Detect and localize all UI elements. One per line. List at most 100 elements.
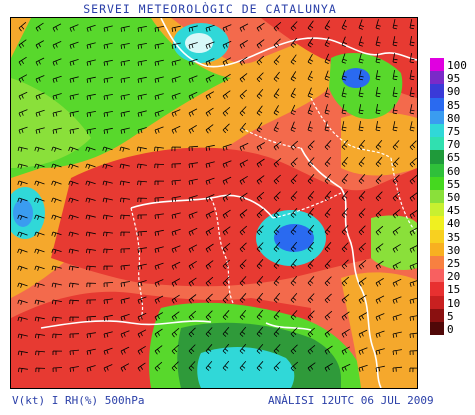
wind-barb [256,175,265,185]
colorbar-label: 40 [447,217,461,231]
wind-barb [103,298,113,305]
wind-barb [409,53,415,64]
humidity-peak-northeast [342,68,370,88]
wind-barb [154,229,164,236]
wind-barb [273,292,281,303]
wind-barb [86,282,97,288]
wind-barb [324,156,332,167]
page-title: SERVEI METEOROLÒGIC DE CATALUNYA [83,2,337,16]
wind-barb [120,313,130,321]
wind-barb [307,70,314,82]
wind-barb [239,209,248,219]
wind-barb [137,127,147,134]
wind-barb [137,345,146,355]
wind-barb [17,350,28,356]
wind-barb [68,214,79,220]
wind-barb [222,40,232,49]
wind-barb [324,20,331,31]
wind-barb [69,128,79,134]
wind-barb [239,122,247,133]
wind-barb [273,225,281,235]
wind-barb [171,76,181,83]
wind-barb [171,278,181,287]
humidity-peak-central [274,224,314,252]
wind-barb [86,248,96,254]
wind-barb [290,140,299,151]
humidity-wind-map [10,17,418,389]
colorbar-label: 20 [447,270,461,284]
wind-barb [273,157,282,168]
wind-barb [137,60,147,66]
wind-barb [341,173,349,184]
wind-barb [154,328,163,338]
wind-barb [35,57,45,66]
wind-barb [392,87,398,98]
wind-barb [290,344,298,355]
wind-barb [290,21,298,32]
wind-barb [358,191,366,201]
wind-barb [273,71,280,82]
wind-barb [154,213,164,220]
wind-barb [120,25,130,32]
wind-barb [273,141,282,151]
wind-barb [154,126,164,134]
wind-barb [86,315,97,322]
wind-barb [256,242,264,252]
wind-barb [375,36,381,47]
wind-barb [103,42,113,49]
wind-barb [358,104,364,115]
wind-barb [35,22,44,32]
wind-barb [205,107,214,117]
wind-barb [137,296,147,304]
colorbar-label: 95 [447,72,461,86]
wind-barb [69,333,80,339]
wind-barb [171,59,181,66]
wind-barb [120,197,130,203]
colorbar-label: 65 [447,151,461,165]
wind-barb [358,294,367,304]
wind-barb [34,231,45,237]
wind-barb [307,37,314,48]
wind-barb [341,19,348,31]
wind-barb [205,344,213,354]
wind-barb [171,212,181,219]
wind-barb [188,108,198,117]
wind-barb [273,88,280,99]
wind-barb [375,121,381,132]
wind-barb [188,227,198,236]
colorbar-cell [430,176,444,190]
wind-barb [222,106,231,117]
colorbar-cell [430,242,444,256]
wind-barb [69,316,80,322]
wind-barb [290,275,298,286]
wind-barb [188,260,197,270]
wind-barb [18,91,28,100]
wind-barb [68,248,79,254]
wind-barb [239,192,248,202]
wind-barb [137,214,148,220]
wind-barb [34,316,45,322]
wind-barb [188,25,198,32]
wind-barb [18,39,27,49]
wind-barb [375,19,381,30]
wind-barb [409,174,417,185]
wind-barb [137,110,147,117]
wind-barb [51,265,62,271]
wind-barb [205,124,214,134]
wind-barb [18,21,27,32]
wind-barb [290,37,298,48]
wind-barb [17,265,28,271]
footer-analysis-label: ANÀLISI 12UTC 06 JUL 2009 [268,394,434,407]
colorbar-label: 90 [447,85,461,99]
wind-barb [358,70,364,81]
wind-barb [34,299,45,305]
wind-barb [290,241,298,252]
wind-barb [68,163,79,169]
wind-barb [222,226,231,236]
wind-barb [324,363,333,372]
wind-barb [85,146,96,152]
wind-barb [307,310,315,321]
wind-barb [273,327,281,337]
wind-barb [17,299,28,305]
wind-barb [341,70,347,81]
